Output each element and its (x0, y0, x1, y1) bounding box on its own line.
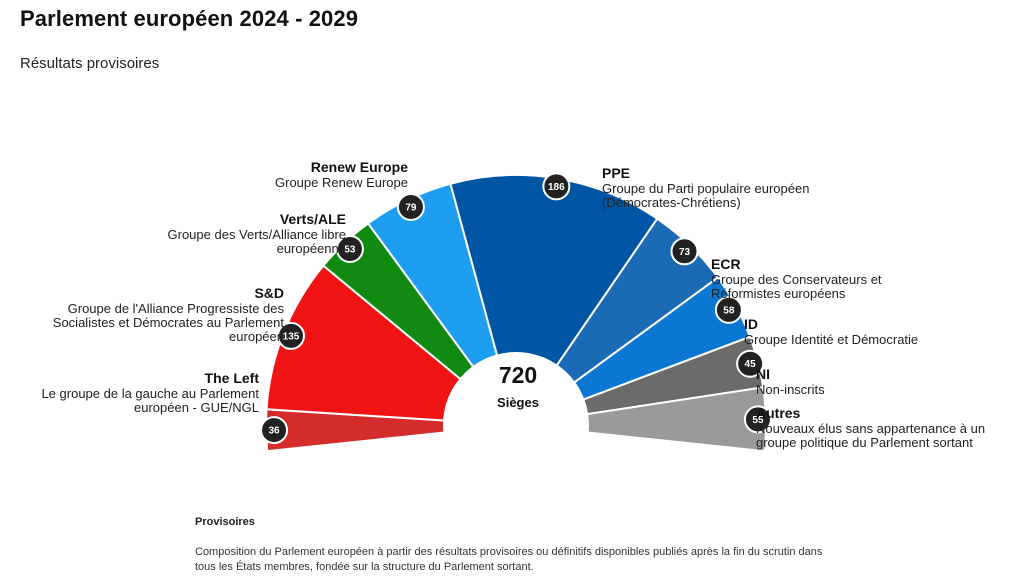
label-left: The Left Le groupe de la gauche au Parle… (41, 370, 259, 415)
label-verts: Verts/ALE Groupe des Verts/Alliance libr… (167, 211, 346, 256)
total-seats: 720 (499, 362, 537, 388)
label-ppe: PPE Groupe du Parti populaire européen (… (602, 165, 810, 210)
seat-count-label: 186 (548, 182, 565, 193)
label-renew: Renew Europe Groupe Renew Europe (275, 159, 408, 190)
page-subtitle: Résultats provisoires (20, 55, 160, 72)
seat-count-badge: 186 (542, 172, 571, 201)
page-title: Parlement européen 2024 - 2029 (20, 6, 359, 31)
seat-count-badge: 36 (260, 416, 289, 445)
seat-count-badge: 73 (670, 237, 699, 266)
seat-count-label: 135 (283, 331, 300, 342)
center-hole (445, 354, 587, 496)
seat-count-badge: 53 (335, 234, 364, 263)
seat-segment-autres (586, 386, 767, 453)
total-seats-label: Sièges (497, 395, 539, 410)
label-ecr: ECR Groupe des Conservateurs et Réformis… (711, 256, 882, 301)
seat-segment-s-d (265, 264, 462, 422)
footer-title: Provisoires (195, 516, 255, 528)
seat-count-label: 53 (344, 244, 356, 255)
seat-count-badge: 79 (396, 193, 425, 222)
seat-count-badge: 135 (276, 321, 305, 350)
label-sd: S&D Groupe de l'Alliance Progressiste de… (52, 285, 284, 344)
seat-count-badge: 45 (736, 349, 765, 378)
seat-count-badge: 55 (743, 405, 772, 434)
label-id: ID Groupe Identité et Démocratie (744, 316, 919, 347)
footer-text: Composition du Parlement européen à part… (195, 546, 823, 573)
seat-count-label: 45 (745, 359, 757, 370)
seat-count-label: 36 (268, 426, 280, 437)
seat-count-label: 73 (679, 247, 691, 258)
seat-count-label: 55 (752, 415, 764, 426)
seat-count-label: 58 (723, 305, 735, 316)
label-ni: NI Non-inscrits (756, 366, 825, 397)
seat-count-badge: 58 (714, 295, 743, 324)
seat-count-label: 79 (405, 203, 417, 214)
label-autres: Autres Nouveaux élus sans appartenance à… (756, 405, 986, 450)
seat-segment-ppe (449, 174, 659, 367)
